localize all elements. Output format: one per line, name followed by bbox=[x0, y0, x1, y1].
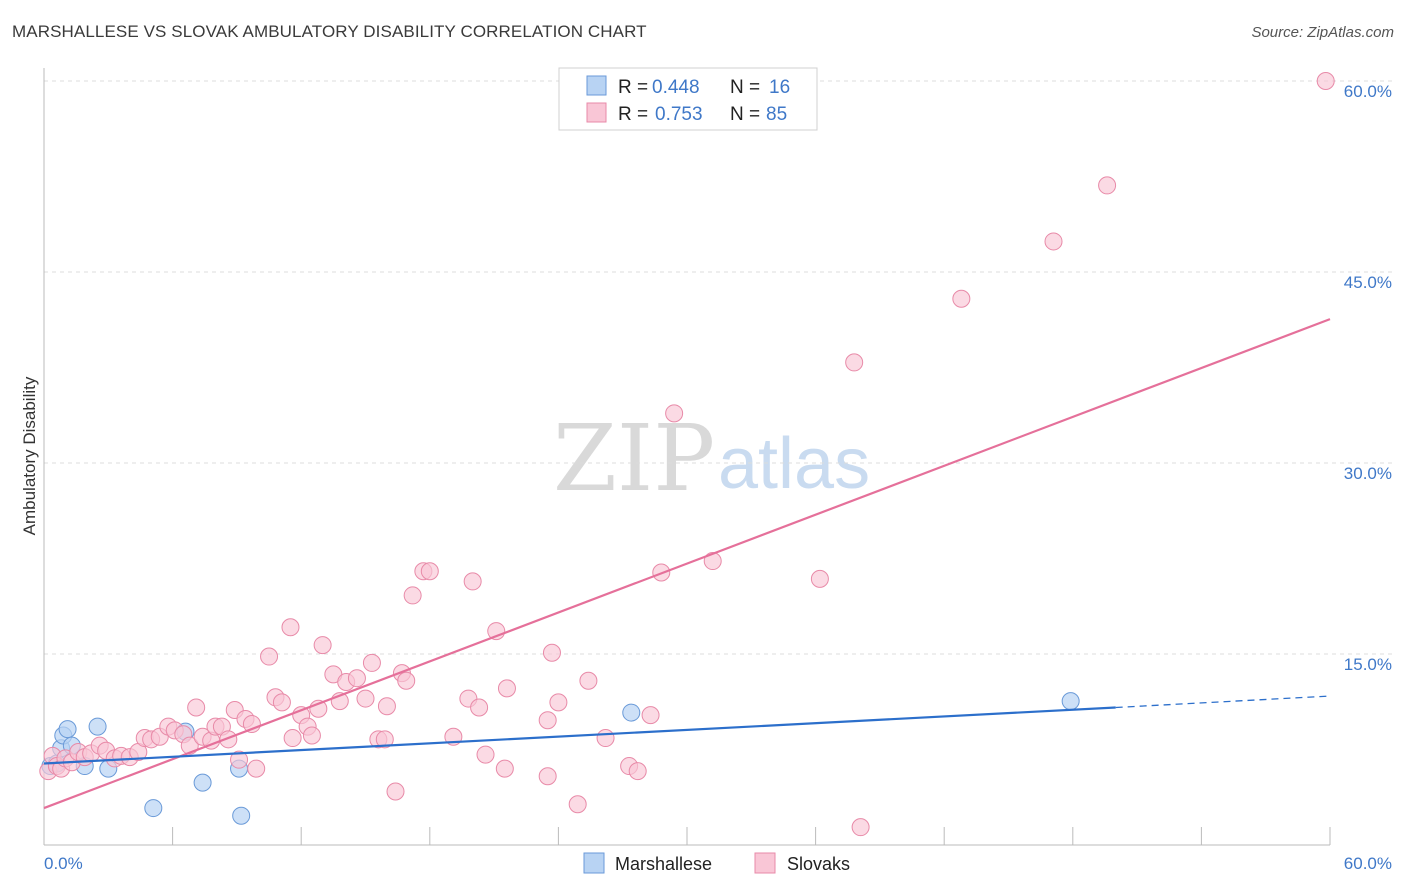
slovaks-point bbox=[568, 795, 587, 814]
x-tick-label-max: 60.0% bbox=[1344, 854, 1392, 873]
stats-legend: R = 0.448 N = 16 R = 0.753 N = 85 bbox=[558, 67, 818, 131]
slovaks-point bbox=[665, 404, 684, 423]
gridlines bbox=[44, 80, 1395, 655]
slovaks-point bbox=[952, 289, 971, 308]
slovaks-point bbox=[463, 572, 482, 591]
bottom-legend-label-marshallese: Marshallese bbox=[615, 854, 712, 874]
marshallese-point bbox=[232, 806, 251, 825]
slovaks-point bbox=[362, 653, 381, 672]
slovaks-point bbox=[470, 698, 489, 717]
source-credit: Source: ZipAtlas.com bbox=[1251, 24, 1394, 41]
marshallese-trend-line bbox=[43, 706, 1116, 765]
chart-title: MARSHALLESE VS SLOVAK AMBULATORY DISABIL… bbox=[12, 22, 647, 41]
marshallese-point bbox=[144, 799, 163, 818]
legend-n-label-marshallese: N = bbox=[730, 77, 760, 98]
slovaks-point bbox=[356, 689, 375, 708]
slovaks-point bbox=[302, 726, 321, 745]
series-slovaks bbox=[39, 72, 1335, 837]
slovaks-point bbox=[851, 818, 870, 837]
trend-lines bbox=[43, 318, 1331, 810]
legend-n-label-slovaks: N = bbox=[730, 104, 760, 125]
legend-swatch-slovaks bbox=[586, 102, 607, 123]
x-axis-ticks bbox=[172, 827, 1331, 845]
legend-swatch-marshallese bbox=[586, 75, 607, 96]
slovaks-point bbox=[810, 569, 829, 588]
bottom-legend-swatch-marshallese bbox=[583, 852, 605, 874]
marshallese-point bbox=[1061, 692, 1080, 711]
slovaks-point bbox=[397, 671, 416, 690]
marshallese-point bbox=[193, 773, 212, 792]
y-tick-label: 30.0% bbox=[1344, 464, 1392, 483]
watermark-zip: ZIP bbox=[553, 405, 715, 512]
slovaks-point bbox=[1044, 232, 1063, 251]
legend-r-label-slovaks: R = bbox=[618, 104, 648, 125]
x-tick-label-min: 0.0% bbox=[44, 854, 83, 873]
slovaks-point bbox=[219, 730, 238, 749]
watermark-atlas: atlas bbox=[718, 424, 870, 504]
slovaks-point bbox=[495, 759, 514, 778]
slovaks-point bbox=[579, 671, 598, 690]
slovaks-point bbox=[313, 636, 332, 655]
slovaks-point bbox=[347, 669, 366, 688]
y-tick-label: 15.0% bbox=[1344, 655, 1392, 674]
y-tick-label: 45.0% bbox=[1344, 273, 1392, 292]
marshallese-trend-extension bbox=[1115, 695, 1331, 709]
slovaks-trend-line bbox=[43, 318, 1331, 810]
y-axis-label: Ambulatory Disability bbox=[20, 376, 39, 535]
slovaks-point bbox=[703, 552, 722, 571]
slovaks-point bbox=[538, 711, 557, 730]
slovaks-point bbox=[260, 647, 279, 666]
slovaks-point bbox=[187, 698, 206, 717]
y-tick-labels: 15.0% 30.0% 45.0% 60.0% bbox=[1344, 82, 1392, 674]
slovaks-point bbox=[542, 643, 561, 662]
series-legend: Marshallese Slovaks bbox=[583, 852, 850, 874]
slovaks-point bbox=[247, 759, 266, 778]
legend-n-value-slovaks: 85 bbox=[766, 104, 787, 125]
slovaks-point bbox=[549, 693, 568, 712]
slovaks-point bbox=[641, 706, 660, 725]
slovaks-point bbox=[497, 679, 516, 698]
slovaks-point bbox=[272, 693, 291, 712]
slovaks-point bbox=[845, 353, 864, 372]
slovaks-point bbox=[1098, 176, 1117, 195]
marshallese-point bbox=[58, 720, 77, 739]
slovaks-point bbox=[420, 562, 439, 581]
legend-r-label-marshallese: R = bbox=[618, 77, 648, 98]
slovaks-point bbox=[377, 697, 396, 716]
slovaks-point bbox=[281, 618, 300, 637]
y-tick-label: 60.0% bbox=[1344, 82, 1392, 101]
slovaks-point bbox=[403, 586, 422, 605]
slovaks-point bbox=[1316, 72, 1335, 90]
slovaks-point bbox=[628, 762, 647, 781]
slovaks-point bbox=[230, 750, 249, 769]
marshallese-point bbox=[88, 717, 107, 736]
legend-r-value-marshallese: 0.448 bbox=[652, 77, 700, 98]
slovaks-point bbox=[386, 782, 405, 801]
bottom-legend-swatch-slovaks bbox=[754, 852, 776, 874]
slovaks-point bbox=[283, 729, 302, 748]
bottom-legend-label-slovaks: Slovaks bbox=[787, 854, 850, 874]
legend-n-value-marshallese: 16 bbox=[769, 77, 790, 98]
marshallese-point bbox=[622, 703, 641, 722]
slovaks-point bbox=[375, 730, 394, 749]
slovaks-point bbox=[476, 745, 495, 764]
slovaks-point bbox=[596, 729, 615, 748]
slovaks-point bbox=[538, 767, 557, 786]
legend-r-value-slovaks: 0.753 bbox=[655, 104, 703, 125]
